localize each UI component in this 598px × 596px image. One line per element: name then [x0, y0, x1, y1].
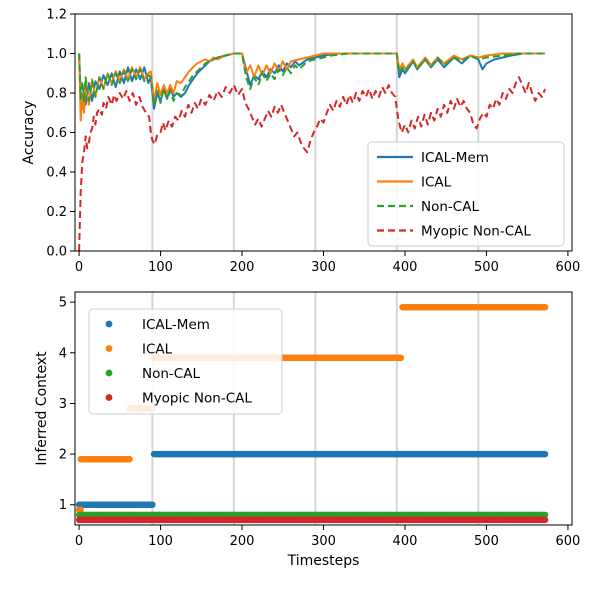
- data-point: [397, 354, 405, 361]
- y-tick-label: 2: [59, 448, 67, 463]
- y-tick-label: 5: [59, 296, 67, 311]
- accuracy-plot: 0 100 200 300 400 500 600 0.0 0.2 0.4 0.6 0.8 1.0 1.…: [21, 8, 580, 276]
- series-points-non-cal: [75, 511, 549, 519]
- y-tick-label: 0.2: [46, 205, 67, 220]
- legend-swatch: [105, 345, 113, 352]
- accuracy-y-axis-label: Accuracy: [21, 101, 37, 165]
- inferred-context-plot: 0 100 200 300 400 500 600 1 2 3 4 5 Inferred Conte…: [34, 291, 580, 569]
- x-tick-label: 600: [556, 260, 581, 275]
- series-line-myopic-non-cal: [78, 76, 547, 252]
- legend-label: Myopic Non-CAL: [142, 391, 252, 407]
- series-points-ical-mem: [150, 450, 549, 458]
- legend-swatch: [105, 369, 113, 377]
- x-tick-label: 300: [311, 534, 336, 549]
- legend-label: ICAL: [142, 342, 173, 358]
- legend-label: Myopic Non-CAL: [421, 224, 531, 240]
- legend-box: [88, 308, 283, 415]
- series-line-non-cal: [78, 52, 546, 106]
- x-tick-label: 300: [311, 260, 336, 275]
- y-tick-label: 1.0: [46, 47, 67, 62]
- y-tick-label: 4: [59, 346, 67, 361]
- series-points-ical: [75, 506, 84, 513]
- context-x-ticks: 0 100 200 300 400 500 600: [75, 525, 580, 549]
- series-points-ical: [399, 304, 549, 311]
- context-y-axis-label: Inferred Context: [34, 351, 50, 466]
- accuracy-y-ticks: 0.0 0.2 0.4 0.6 0.8 1.0 1.2: [46, 8, 75, 260]
- x-tick-label: 500: [474, 260, 499, 275]
- legend-label: Non-CAL: [421, 199, 479, 215]
- data-point: [541, 304, 549, 311]
- context-x-axis-label: Timesteps: [287, 553, 360, 569]
- y-tick-label: 1.2: [46, 8, 67, 23]
- data-point: [149, 501, 156, 508]
- data-point: [541, 511, 549, 519]
- x-tick-label: 500: [474, 534, 499, 549]
- data-point: [541, 516, 549, 524]
- x-tick-label: 200: [230, 534, 255, 549]
- context-y-ticks: 1 2 3 4 5: [59, 296, 75, 513]
- x-tick-label: 100: [148, 534, 173, 549]
- accuracy-x-ticks: 0 100 200 300 400 500 600: [75, 251, 580, 275]
- accuracy-legend: ICAL-Mem ICAL Non-CAL Myopic Non-CAL: [367, 141, 565, 247]
- y-tick-label: 0.4: [46, 166, 67, 181]
- series-line-ical-mem: [78, 52, 546, 110]
- legend-label: ICAL-Mem: [421, 150, 489, 166]
- y-tick-label: 0.8: [46, 87, 67, 102]
- y-tick-label: 0.6: [46, 126, 67, 141]
- series-points-ical-mem: [75, 501, 156, 508]
- context-legend: ICAL-Mem ICAL Non-CAL Myopic Non-CAL: [88, 308, 283, 415]
- legend-swatch: [105, 320, 113, 328]
- y-tick-label: 1: [59, 498, 67, 513]
- x-tick-label: 400: [393, 260, 418, 275]
- y-tick-label: 0.0: [46, 245, 67, 260]
- accuracy-series: [78, 52, 547, 252]
- data-point: [541, 450, 549, 458]
- series-points-ical: [77, 456, 133, 463]
- data-point: [126, 456, 133, 463]
- x-tick-label: 600: [556, 534, 581, 549]
- x-tick-label: 200: [230, 260, 255, 275]
- x-tick-label: 0: [75, 534, 83, 549]
- y-tick-label: 3: [59, 397, 67, 412]
- x-tick-label: 100: [148, 260, 173, 275]
- legend-label: ICAL-Mem: [142, 317, 210, 333]
- legend-swatch: [105, 394, 113, 401]
- legend-label: ICAL: [421, 175, 452, 191]
- legend-box: [367, 141, 565, 247]
- data-point: [77, 506, 84, 513]
- series-line-ical: [78, 52, 546, 122]
- legend-label: Non-CAL: [142, 366, 200, 382]
- x-tick-label: 0: [75, 260, 83, 275]
- x-tick-label: 400: [393, 534, 418, 549]
- series-points-myopic-non-cal: [75, 516, 549, 524]
